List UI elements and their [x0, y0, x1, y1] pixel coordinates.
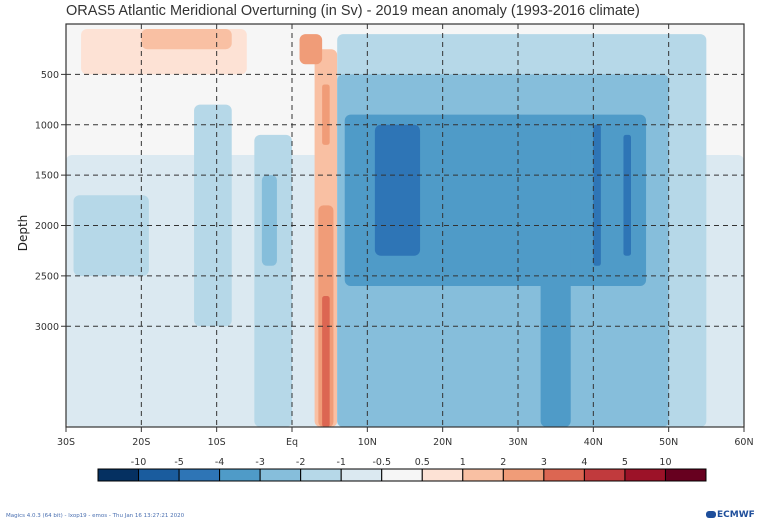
- anomaly-region: [73, 195, 149, 276]
- x-tick-label: 20S: [132, 437, 150, 448]
- colorbar-label: -1: [336, 457, 345, 468]
- x-tick-label: 10S: [208, 437, 226, 448]
- y-tick-label: 2000: [35, 221, 59, 232]
- colorbar-label: -3: [255, 457, 264, 468]
- anomaly-region: [322, 296, 330, 427]
- y-tick-label: 2500: [35, 271, 59, 282]
- colorbar-swatch: [421, 468, 464, 482]
- colorbar-label: -5: [174, 457, 183, 468]
- x-tick-label: 20N: [433, 437, 452, 448]
- x-tick-label: 30S: [57, 437, 75, 448]
- ecmwf-logo-text: ECMWF: [717, 510, 755, 520]
- y-axis-title: Depth: [16, 215, 30, 252]
- colorbar-label: -4: [215, 457, 224, 468]
- colorbar-swatch: [178, 468, 221, 482]
- colorbar-label: 3: [541, 457, 547, 468]
- x-axis: 30S 20S 10S Eq 10N 20N 30N 40N 50N 60N: [57, 427, 754, 448]
- colorbar-label: -0.5: [372, 457, 391, 468]
- anomaly-region: [194, 104, 232, 327]
- colorbar-label: 5: [622, 457, 628, 468]
- colorbar-swatch: [624, 468, 666, 482]
- anomaly-region: [593, 124, 601, 266]
- colorbar-swatch: [259, 468, 302, 482]
- x-tick-label: 10N: [358, 437, 377, 448]
- colorbar-swatch: [462, 468, 504, 482]
- anomaly-region: [261, 175, 277, 266]
- colorbar-label: 10: [659, 457, 671, 468]
- colorbar-swatch: [502, 468, 545, 482]
- chart-title: ORAS5 Atlantic Meridional Overturning (i…: [66, 3, 640, 19]
- colorbar-label: -2: [296, 457, 305, 468]
- x-tick-label: 50N: [659, 437, 678, 448]
- colorbar-label: 4: [581, 457, 587, 468]
- colorbar-label: 1: [460, 457, 466, 468]
- colorbar-swatch: [138, 468, 180, 482]
- colorbar-swatch: [219, 468, 261, 482]
- y-tick-label: 1000: [35, 120, 59, 131]
- ecmwf-logo: ECMWF: [706, 510, 755, 520]
- colorbar-swatch: [97, 468, 140, 482]
- anomaly-field: [66, 29, 744, 427]
- colorbar-legend: -10 -5 -4 -3 -2 -1 -0.5 0.5 1 2 3 4 5 10: [97, 457, 707, 482]
- grid-lines: [66, 24, 744, 427]
- anomaly-region: [322, 84, 330, 145]
- colorbar-swatch: [583, 468, 626, 482]
- anomaly-region: [623, 134, 631, 256]
- y-tick-label: 3000: [35, 322, 59, 333]
- colorbar-swatch: [381, 468, 423, 482]
- software-footer: Magics 4.0.3 (64 bit) - lxop19 - emos - …: [6, 513, 185, 519]
- y-axis: 500 1000 1500 2000 2500 3000: [35, 70, 66, 333]
- y-tick-label: 500: [41, 70, 59, 81]
- colorbar-swatch: [340, 468, 383, 482]
- y-tick-label: 1500: [35, 171, 59, 182]
- x-tick-label: 60N: [734, 437, 753, 448]
- colorbar-swatch: [543, 468, 585, 482]
- colorbar-label: 0.5: [415, 457, 430, 468]
- colorbar-label: -10: [131, 457, 147, 468]
- colorbar-swatch: [300, 468, 342, 482]
- ecmwf-logo-icon: [706, 511, 716, 518]
- x-tick-label: Eq: [286, 437, 298, 448]
- x-tick-label: 30N: [508, 437, 527, 448]
- colorbar-label: 2: [500, 457, 506, 468]
- colorbar-swatch: [664, 468, 707, 482]
- anomaly-region: [141, 29, 232, 50]
- x-tick-label: 40N: [584, 437, 603, 448]
- anomaly-region: [374, 124, 421, 256]
- anomaly-region: [299, 34, 323, 65]
